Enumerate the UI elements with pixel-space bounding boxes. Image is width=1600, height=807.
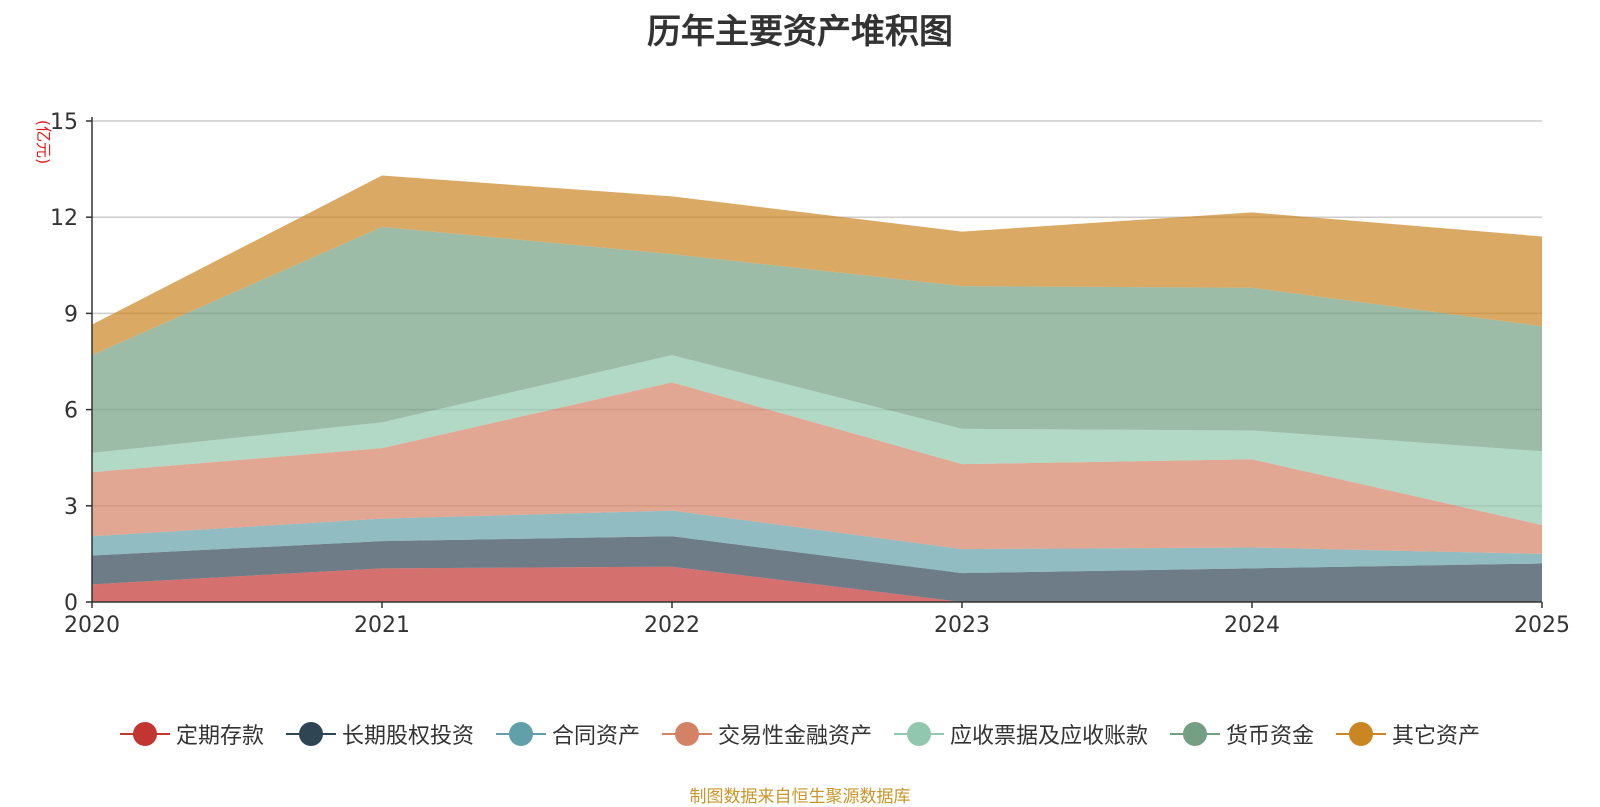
legend-item[interactable]: 定期存款 <box>119 718 264 750</box>
area-应收票据及应收账款[interactable] <box>92 355 1542 526</box>
area-长期股权投资[interactable] <box>92 536 1542 602</box>
y-tick-label: 3 <box>64 495 78 520</box>
x-tick-label: 2021 <box>354 613 410 638</box>
source-note: 制图数据来自恒生聚源数据库 <box>689 787 911 807</box>
x-tick-label: 2022 <box>644 613 700 638</box>
legend-marker-icon <box>119 722 170 746</box>
y-tick-label: 15 <box>50 110 78 135</box>
legend-item[interactable]: 合同资产 <box>495 718 640 750</box>
legend-marker-icon <box>285 722 336 746</box>
legend-label: 其它资产 <box>1392 724 1481 749</box>
stacked-areas <box>92 175 1542 602</box>
chart-title: 历年主要资产堆积图 <box>647 12 953 52</box>
legend-label: 长期股权投资 <box>341 724 474 749</box>
legend-marker-icon <box>1170 722 1221 746</box>
axes: 0 3 6 9 12 15 2020 2021 2022 2023 2024 2025 <box>50 110 1570 638</box>
legend-item[interactable]: 长期股权投资 <box>285 718 474 750</box>
legend-item[interactable]: 交易性金融资产 <box>661 718 872 750</box>
legend-label: 应收票据及应收账款 <box>950 724 1149 749</box>
legend-item[interactable]: 其它资产 <box>1336 718 1480 750</box>
x-tick-label: 2023 <box>934 613 990 638</box>
legend-marker-icon <box>1336 722 1387 746</box>
legend-label: 合同资产 <box>551 724 640 749</box>
y-tick-label: 9 <box>64 302 78 327</box>
y-tick-label: 0 <box>64 591 78 616</box>
legend-label: 交易性金融资产 <box>717 724 872 749</box>
y-tick-label: 6 <box>64 399 78 424</box>
area-交易性金融资产[interactable] <box>92 382 1542 554</box>
area-货币资金[interactable] <box>92 226 1542 453</box>
legend-marker-icon <box>894 722 944 746</box>
legend-item[interactable]: 应收票据及应收账款 <box>894 718 1148 750</box>
legend-label: 定期存款 <box>175 724 264 749</box>
x-tick-label: 2020 <box>64 613 120 638</box>
y-tick-label: 12 <box>50 206 78 231</box>
legend-label: 货币资金 <box>1226 724 1315 749</box>
legend-marker-icon <box>661 722 712 746</box>
legend: 定期存款 长期股权投资 合同资产 交易性金融资产 应收票据及应收账款 货币资金 其它资产 <box>0 718 1600 750</box>
legend-marker-icon <box>495 722 546 746</box>
y-axis-unit-label: (亿元) <box>34 120 53 165</box>
legend-item[interactable]: 货币资金 <box>1170 718 1314 750</box>
area-合同资产[interactable] <box>92 510 1542 574</box>
x-tick-label: 2024 <box>1224 613 1280 638</box>
x-tick-label: 2025 <box>1514 613 1570 638</box>
area-其它资产[interactable] <box>92 175 1542 356</box>
